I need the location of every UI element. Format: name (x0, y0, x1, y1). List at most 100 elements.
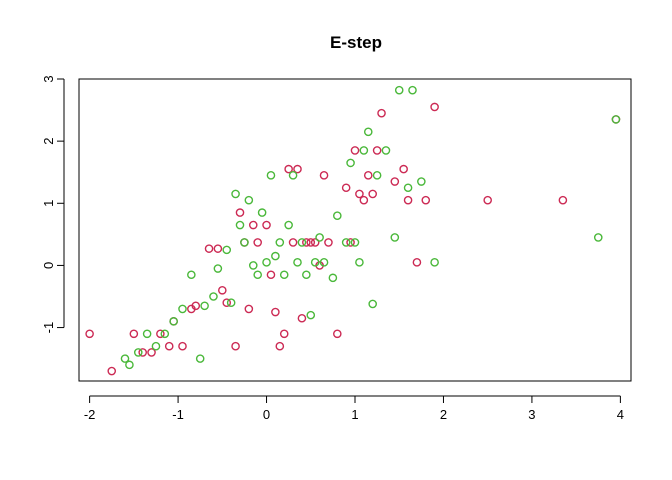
data-point-series-2 (271, 251, 280, 261)
data-point-series-1 (204, 244, 214, 253)
data-point-series-2 (209, 292, 218, 301)
data-point-series-1 (341, 183, 351, 193)
y-tick-label: 2 (41, 138, 56, 145)
data-point-series-1 (377, 108, 386, 118)
data-point-series-1 (213, 244, 223, 253)
data-point-series-1 (244, 304, 254, 314)
chart-title: E-step (330, 33, 382, 52)
data-point-series-2 (279, 270, 289, 280)
data-point-series-1 (235, 208, 245, 217)
data-point-series-1 (231, 341, 240, 351)
data-point-series-2 (125, 360, 134, 370)
data-point-series-2 (363, 127, 373, 137)
data-point-series-2 (381, 146, 391, 155)
data-point-series-2 (341, 238, 351, 247)
data-point-series-2 (262, 258, 271, 267)
data-point-series-1 (350, 146, 360, 155)
data-point-series-1 (359, 195, 369, 205)
data-point-series-1 (138, 348, 147, 357)
data-point-series-1 (218, 285, 227, 295)
data-point-series-2 (333, 211, 342, 221)
data-point-series-1 (284, 164, 293, 174)
data-point-series-1 (156, 329, 165, 339)
data-point-series-1 (85, 329, 94, 339)
data-point-series-2 (302, 270, 311, 280)
x-tick-label: 0 (263, 407, 270, 422)
data-point-series-1 (403, 195, 413, 205)
data-point-series-2 (240, 238, 249, 247)
data-point-series-2 (266, 171, 276, 180)
data-point-series-1 (363, 171, 373, 180)
data-point-series-2 (151, 341, 161, 351)
y-tick-label: 1 (41, 200, 56, 207)
data-point-series-2 (200, 301, 209, 311)
x-tick-label: 2 (440, 407, 447, 422)
data-point-series-1 (297, 313, 307, 323)
data-point-series-1 (266, 270, 276, 280)
data-point-series-2 (142, 329, 152, 339)
data-point-series-2 (288, 171, 298, 180)
data-point-series-1 (346, 238, 355, 247)
data-point-series-2 (235, 220, 245, 230)
data-point-series-2 (310, 258, 320, 267)
y-axis: -1 0 1 2 3 (41, 75, 65, 333)
data-point-series-2 (611, 115, 621, 124)
data-point-series-1 (368, 189, 377, 199)
x-tick-label: -2 (84, 407, 96, 422)
data-point-series-2 (257, 208, 267, 217)
y-tick-label: 0 (41, 262, 56, 269)
x-tick-label: 3 (528, 407, 535, 422)
data-point-series-1 (262, 220, 271, 230)
data-point-series-1 (302, 238, 311, 247)
data-point-series-1 (129, 329, 139, 339)
data-point-series-2 (120, 354, 130, 363)
data-point-series-1 (164, 341, 174, 351)
data-point-series-2 (417, 177, 426, 186)
data-point-series-1 (310, 238, 320, 247)
data-point-series-1 (558, 195, 568, 205)
data-point-series-2 (593, 233, 603, 242)
data-point-series-1 (319, 171, 329, 180)
data-point-series-2 (293, 258, 302, 267)
y-tick-label: 3 (41, 75, 56, 82)
data-point-series-1 (279, 329, 289, 339)
data-point-series-2 (350, 238, 360, 247)
data-point-series-1 (306, 238, 316, 247)
data-point-series-1 (355, 189, 364, 199)
data-point-series-2 (315, 233, 324, 242)
data-point-series-1 (399, 164, 408, 174)
data-point-series-1 (191, 301, 201, 311)
data-point-series-2 (408, 85, 417, 95)
data-point-series-2 (390, 233, 400, 242)
x-tick-label: -1 (172, 407, 184, 422)
data-point-series-1 (178, 341, 187, 351)
data-point-series-2 (394, 85, 404, 95)
data-point-series-2 (187, 270, 196, 280)
data-point-series-2 (306, 310, 316, 320)
data-point-series-2 (275, 238, 285, 247)
data-point-series-1 (421, 195, 431, 205)
data-point-series-1 (430, 102, 439, 112)
data-point-series-1 (248, 220, 258, 230)
data-point-series-2 (319, 258, 329, 267)
data-point-series-2 (297, 238, 307, 247)
data-point-series-1 (333, 329, 342, 339)
data-point-series-1 (253, 238, 262, 247)
data-point-series-1 (275, 341, 285, 351)
data-point-series-1 (390, 177, 400, 186)
data-point-series-2 (328, 273, 338, 283)
data-point-series-1 (288, 238, 298, 247)
data-point-series-2 (195, 354, 205, 363)
x-axis: -2 -1 0 1 2 3 4 (84, 395, 624, 422)
data-point-series-2 (372, 171, 382, 180)
data-point-series-2 (359, 146, 369, 155)
data-point-series-1 (412, 258, 422, 267)
data-point-series-2 (346, 158, 355, 168)
data-point-series-2 (430, 258, 439, 267)
data-point-series-2 (248, 261, 258, 270)
data-point-series-2 (244, 195, 254, 205)
data-point-series-2 (226, 298, 236, 308)
data-point-series-2 (403, 183, 413, 193)
data-point-series-1 (293, 164, 302, 174)
